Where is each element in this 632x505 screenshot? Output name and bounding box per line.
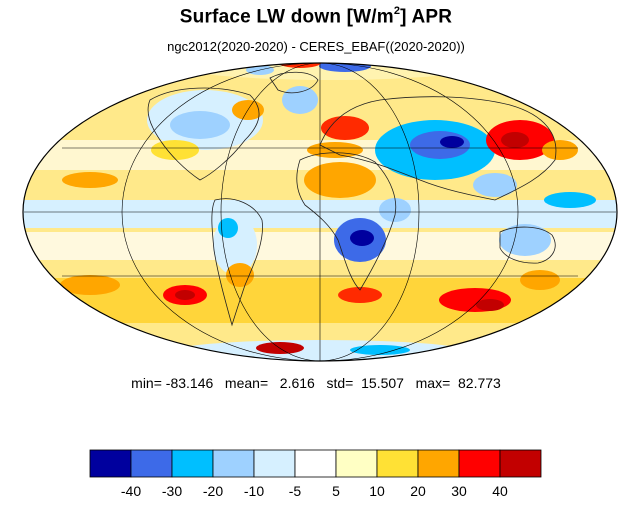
coastlines: [147, 71, 557, 327]
plot-subtitle: ngc2012(2020-2020) - CERES_EBAF((2020-20…: [167, 39, 465, 54]
east-asia-hottest: [501, 132, 529, 148]
colorbar-tick-label: 5: [332, 483, 340, 499]
central-africa-coldest: [350, 230, 374, 246]
colorbar-box: [335, 449, 378, 478]
north-america-coast: [147, 87, 260, 181]
colorbar-box: [212, 449, 255, 478]
australia-coast: [499, 226, 556, 264]
tasman-warm: [520, 270, 560, 290]
colorbar-tick-label: 30: [451, 483, 467, 499]
south-pacific-hotspot-core: [175, 290, 195, 300]
colorbar-tick-label: 20: [410, 483, 426, 499]
europe-warm: [321, 116, 369, 140]
southeast-asia-cool: [473, 173, 517, 197]
asia-coldest: [440, 136, 464, 148]
colorbar-labels: -40 -30 -20 -10 -5 5 10 20 30 40: [121, 483, 508, 499]
colorbar-box: [417, 449, 460, 478]
colorbar-box: [253, 449, 296, 478]
summary-statistics: min= -83.146 mean= 2.616 std= 15.507 max…: [131, 375, 501, 391]
colorbar-tick-label: -10: [244, 483, 264, 499]
africa-coast: [296, 152, 397, 291]
eurasia-coast: [319, 96, 557, 201]
colorbar-boxes: [89, 449, 542, 478]
north-america-cool: [170, 111, 230, 139]
colorbar-tick-label: -20: [203, 483, 223, 499]
map-outline: [22, 62, 618, 362]
west-pacific-cool: [544, 192, 596, 208]
colorbar-tick-label: 40: [492, 483, 508, 499]
south-atlantic-hotspot: [338, 287, 382, 303]
arctic-coldspot: [319, 63, 371, 72]
colorbar-tick-label: -30: [162, 483, 182, 499]
plot-title: Surface LW down [W/m2] APR: [179, 5, 453, 28]
colorbar-box: [130, 449, 173, 478]
colorbar-tick-label: -5: [289, 483, 302, 499]
east-pacific-warm: [62, 172, 118, 188]
northwest-pacific-warm: [542, 140, 578, 160]
southeast-pacific-warm: [60, 275, 120, 295]
colorbar-box: [294, 449, 337, 478]
greenland-coast: [269, 71, 319, 94]
colorbar-box: [171, 449, 214, 478]
north-africa-warm: [304, 162, 376, 198]
colorbar-box: [376, 449, 419, 478]
colorbar-tick-label: -40: [121, 483, 141, 499]
east-africa-cool: [379, 198, 411, 222]
antarctica-coolspot: [350, 345, 410, 355]
colorbar-box: [499, 449, 542, 478]
south-america-coast: [211, 198, 263, 327]
colorbar-tick-label: 10: [369, 483, 385, 499]
colorbar-box: [89, 449, 132, 478]
amazon-cool: [218, 218, 238, 238]
colorbar-box: [458, 449, 501, 478]
south-indian-hotspot-core: [476, 299, 504, 311]
